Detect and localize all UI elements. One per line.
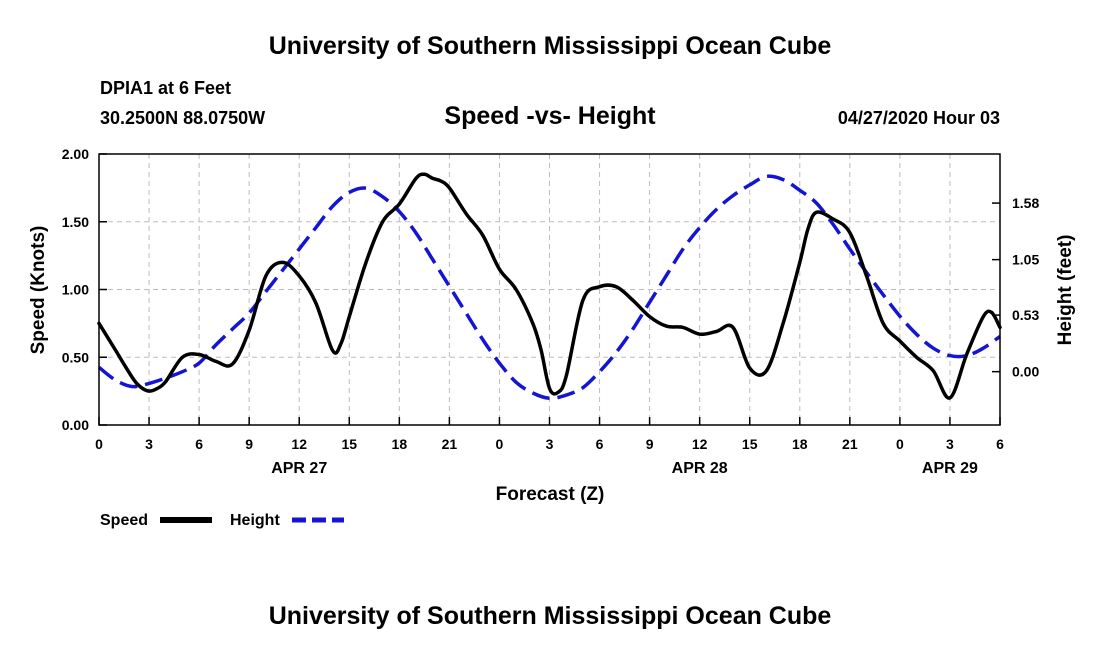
y2-tick-label: 0.00 xyxy=(1012,364,1039,380)
y-tick-label: 0.50 xyxy=(62,349,89,365)
y-axis-label: Speed (Knots) xyxy=(28,226,49,355)
x-tick-label: 15 xyxy=(341,436,357,452)
chart-title: Speed -vs- Height xyxy=(444,102,656,130)
height-series-line xyxy=(97,174,1002,401)
page-title: University of Southern Mississippi Ocean… xyxy=(269,32,832,60)
speed-series-line xyxy=(97,172,1002,400)
x-tick-label: 9 xyxy=(646,436,654,452)
legend-speed-label: Speed xyxy=(100,512,148,529)
x-tick-label: 3 xyxy=(546,436,554,452)
forecast-datetime: 04/27/2020 Hour 03 xyxy=(838,108,1000,128)
y-tick-label: 1.50 xyxy=(62,214,89,230)
x-tick-label: 0 xyxy=(496,436,504,452)
y-tick-label: 0.00 xyxy=(62,417,89,433)
x-tick-label: 21 xyxy=(842,436,858,452)
x-tick-label: 12 xyxy=(692,436,708,452)
series-layer xyxy=(97,172,1002,401)
x-tick-label: 6 xyxy=(195,436,203,452)
y-tick-label: 1.00 xyxy=(62,282,89,298)
x-date-label: APR 29 xyxy=(922,460,978,477)
y-tick-label: 2.00 xyxy=(62,146,89,162)
x-tick-label: 3 xyxy=(145,436,153,452)
x-tick-label: 3 xyxy=(946,436,954,452)
x-tick-label: 6 xyxy=(596,436,604,452)
x-date-label: APR 27 xyxy=(271,460,327,477)
x-tick-label: 12 xyxy=(291,436,307,452)
x-tick-label: 9 xyxy=(245,436,253,452)
y2-tick-label: 0.53 xyxy=(1012,307,1039,323)
x-tick-label: 18 xyxy=(792,436,808,452)
legend: Speed Height xyxy=(100,512,344,529)
y2-tick-label: 1.05 xyxy=(1012,252,1039,268)
x-date-label: APR 28 xyxy=(672,460,728,477)
grid xyxy=(99,154,1000,425)
x-tick-label: 6 xyxy=(996,436,1004,452)
station-coords: 30.2500N 88.0750W xyxy=(100,108,265,128)
legend-height-label: Height xyxy=(230,512,280,529)
x-tick-label: 15 xyxy=(742,436,758,452)
y2-axis-label: Height (feet) xyxy=(1055,235,1076,346)
x-axis-label: Forecast (Z) xyxy=(496,484,605,505)
x-tick-label: 0 xyxy=(95,436,103,452)
x-tick-label: 0 xyxy=(896,436,904,452)
axes: 0 3 6 9 12 15 18 21 0 3 6 9 12 15 18 21 0 3 6 0.00 0.50 1.00 1… xyxy=(62,146,1040,477)
y2-tick-label: 1.58 xyxy=(1012,195,1039,211)
station-name: DPIA1 at 6 Feet xyxy=(100,78,231,98)
x-tick-label: 18 xyxy=(392,436,408,452)
footer-title: University of Southern Mississippi Ocean… xyxy=(269,602,832,630)
x-tick-label: 21 xyxy=(442,436,458,452)
